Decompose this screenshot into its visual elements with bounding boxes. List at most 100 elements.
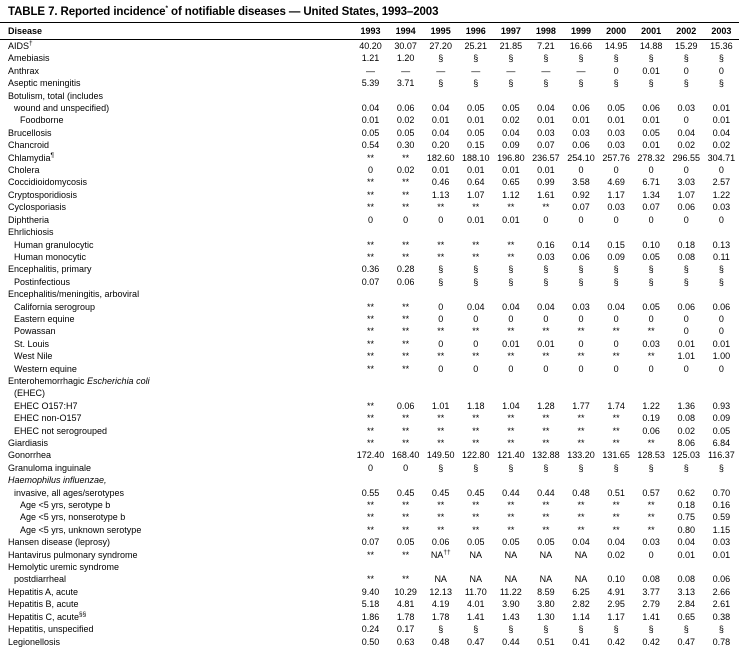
value-cell: 0 (473, 363, 479, 374)
value-cell: ** (367, 500, 375, 511)
value-cell: 30.07 (394, 41, 417, 51)
value-cell: ** (577, 524, 585, 535)
column-header-year: 2000 (598, 22, 634, 40)
value-cell: 0.03 (642, 537, 660, 548)
value-cell: 0.06 (677, 301, 695, 312)
table-row: postdiarrheal ** ** NA NA NA NA NA 0.10 0.08 0.08 0… (0, 573, 739, 585)
value-cell: ** (577, 351, 585, 362)
table-row: Age <5 yrs, unknown serotype ** ** ** ** ** **… (0, 524, 739, 536)
value-cell: 0 (648, 313, 654, 324)
value-cell: — (401, 65, 411, 76)
value-cell: ** (647, 512, 655, 523)
value-cell: ** (367, 251, 375, 262)
value-cell: ** (507, 425, 515, 436)
value-cell: 0.78 (712, 636, 731, 647)
value-cell: 0.05 (467, 127, 485, 138)
table-row: Chlamydia¶ ** ** 182.60 188.10 196.80 236.57 25… (0, 152, 739, 164)
value-cell: 0.06 (572, 140, 590, 151)
value-cell: 132.88 (532, 450, 560, 461)
table-row: California serogroup ** ** 0 0.04 0.04 0.04 0.0… (0, 301, 739, 313)
empty-cells (353, 474, 739, 486)
disease-label: Western equine (14, 363, 77, 374)
value-cell: ** (402, 239, 410, 250)
value-cell: 0.08 (677, 413, 695, 424)
value-cell: 0 (578, 338, 584, 349)
value-cell: 0.04 (712, 127, 731, 138)
value-cell: 0 (683, 326, 689, 337)
value-cell: 0.24 (361, 624, 380, 635)
value-cell: 0.11 (712, 251, 730, 262)
value-cell: ** (542, 438, 550, 448)
value-cell: 0.03 (537, 251, 555, 262)
document-page: TABLE 7. Reported incidence* of notifiab… (0, 5, 739, 648)
value-cell: 1.78 (396, 611, 415, 622)
disease-label: Botulism, total (includes (8, 90, 104, 101)
value-cell: ** (367, 313, 375, 324)
disease-label: postdiarrheal (14, 574, 67, 585)
value-cell: ** (402, 524, 410, 535)
value-cell: ** (577, 500, 585, 511)
table-row: EHEC non-O157 ** ** ** ** ** ** ** ** 0.19 0.08 0.0… (0, 412, 739, 424)
value-cell: 1.14 (572, 611, 590, 622)
value-cell: ** (612, 425, 620, 436)
value-cell: 0.02 (607, 549, 625, 560)
table-row: Age <5 yrs, nonserotype b ** ** ** ** ** ** ** *… (0, 511, 739, 523)
table-row: Enterohemorrhagic Escherichia coli (0, 375, 739, 387)
value-cell: 257.76 (602, 152, 630, 163)
value-cell: § (683, 624, 689, 635)
value-cell: 0.05 (502, 103, 520, 114)
value-cell: ** (402, 549, 410, 560)
value-cell: 1.22 (712, 189, 731, 200)
value-cell: 133.20 (567, 450, 595, 461)
value-cell: 3.03 (677, 177, 695, 188)
value-cell: ** (402, 177, 410, 188)
value-cell: ** (507, 413, 515, 424)
value-cell: 0 (718, 165, 724, 176)
value-cell: 0 (368, 462, 374, 473)
disease-label: Hemolytic uremic syndrome (8, 562, 120, 573)
value-cell: ** (507, 438, 515, 448)
value-cell: 0 (683, 115, 689, 126)
value-cell: § (648, 78, 654, 89)
value-cell: 1.12 (502, 189, 520, 200)
value-cell: 172.40 (356, 450, 385, 461)
value-cell: 0.93 (712, 400, 731, 411)
value-cell: 0.01 (607, 115, 625, 126)
value-cell: 0.09 (712, 413, 731, 424)
disease-label: Hepatitis C, acute§§ (8, 610, 87, 622)
disease-label: Age <5 yrs, nonserotype b (20, 512, 126, 523)
disease-label: (EHEC) (14, 388, 45, 399)
value-cell: 0.50 (361, 636, 380, 647)
value-cell: § (508, 53, 514, 64)
value-cell: § (543, 624, 549, 635)
disease-label: Giardiasis (8, 438, 49, 448)
value-cell: NA (574, 574, 588, 585)
value-cell: 0.02 (502, 115, 520, 126)
column-header-year: 1999 (563, 22, 599, 40)
value-cell: § (718, 53, 724, 64)
value-cell: 0 (683, 313, 689, 324)
value-cell: 0.07 (361, 537, 380, 548)
table-row: Legionellosis 0.50 0.63 0.48 0.47 0.44 0.51 0.4… (0, 636, 739, 648)
value-cell: 0.04 (537, 301, 555, 312)
value-cell: 0 (438, 363, 444, 374)
value-cell: 0 (648, 363, 654, 374)
value-cell: 0.01 (467, 165, 485, 176)
value-cell: 1.17 (607, 611, 625, 622)
value-cell: 1.20 (396, 53, 415, 64)
value-cell: ** (367, 152, 375, 163)
value-cell: 0.03 (642, 338, 660, 349)
value-cell: 0 (578, 165, 584, 176)
value-cell: 0.42 (642, 636, 660, 647)
value-cell: — (576, 65, 586, 76)
value-cell: § (508, 624, 514, 635)
value-cell: 0.01 (431, 165, 450, 176)
value-cell: 40.20 (359, 41, 382, 51)
value-cell: — (471, 65, 481, 76)
value-cell: 0 (543, 363, 549, 374)
value-cell: 0.13 (712, 239, 731, 250)
value-cell: 1.15 (712, 524, 731, 535)
value-cell: 0.51 (607, 487, 625, 498)
table-row: Gonorrhea 172.40 168.40 149.50 122.80 121.40 1… (0, 449, 739, 461)
disease-label: Haemophilus influenzae, (8, 475, 107, 486)
